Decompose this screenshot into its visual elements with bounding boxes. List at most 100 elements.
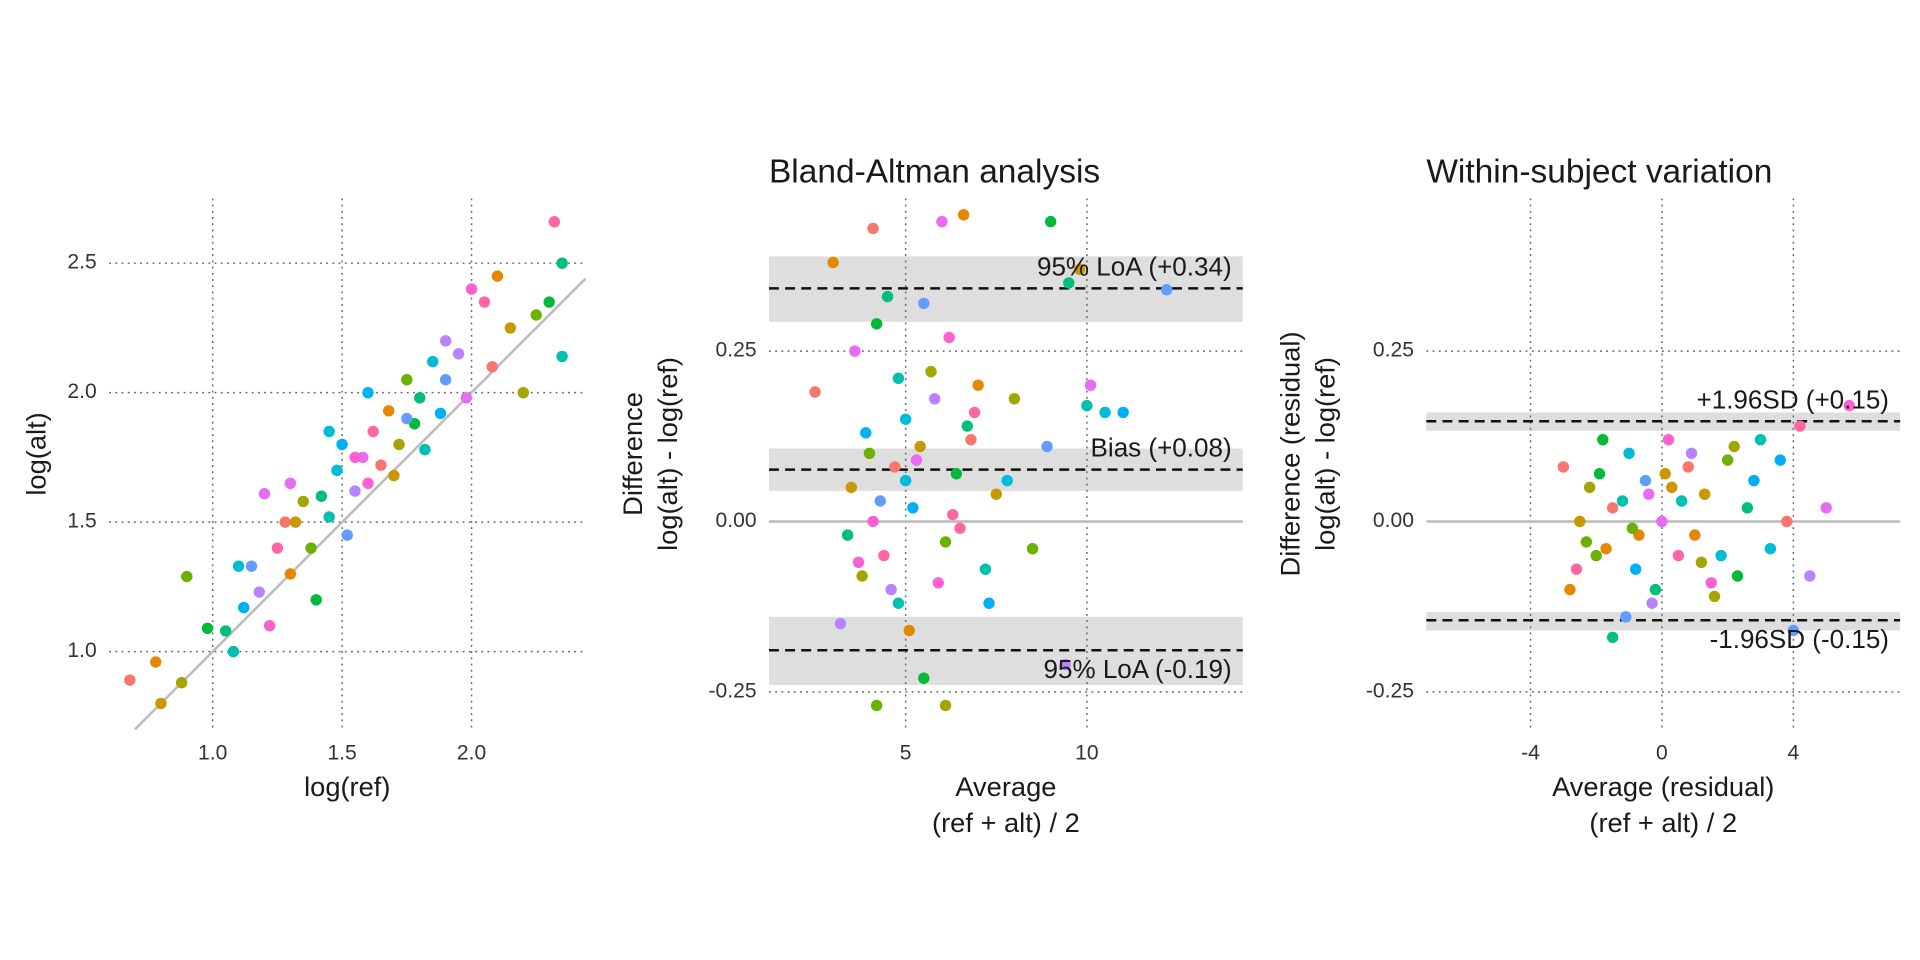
point: [279, 516, 291, 528]
annotation: -1.96SD (-0.15): [1710, 624, 1889, 654]
point: [1820, 502, 1832, 514]
point: [907, 502, 919, 514]
point: [289, 516, 302, 528]
y-axis-title: log(alt) - log(ref): [1309, 357, 1340, 551]
point: [1606, 631, 1619, 644]
point: [943, 331, 955, 344]
x-axis-title: log(ref): [304, 771, 390, 802]
chart-title: Within-subject variation: [1426, 153, 1772, 190]
x-axis-title: Average: [955, 771, 1056, 802]
y-axis-title: log(alt) - log(ref): [652, 357, 683, 551]
x-tick-label: 10: [1075, 742, 1098, 765]
point: [1662, 433, 1675, 446]
point: [556, 350, 568, 363]
point: [1063, 277, 1075, 289]
point: [362, 386, 374, 399]
point: [928, 393, 941, 405]
point: [491, 270, 504, 282]
y-axis-title: Difference: [617, 392, 648, 516]
point: [1643, 488, 1655, 500]
point: [867, 515, 879, 528]
point: [1623, 447, 1635, 460]
point: [1629, 563, 1642, 575]
point: [1804, 570, 1816, 582]
point: [878, 549, 890, 562]
band: [1426, 412, 1901, 431]
point: [1787, 624, 1800, 637]
point: [965, 433, 977, 446]
point: [341, 529, 353, 541]
point: [227, 645, 240, 658]
point: [870, 318, 883, 330]
point: [1001, 474, 1013, 487]
point: [155, 697, 167, 710]
point: [856, 570, 868, 582]
point: [401, 412, 413, 425]
point: [414, 392, 426, 404]
x-tick-label: 1.0: [198, 742, 227, 765]
identity-line: [134, 277, 587, 731]
point: [323, 425, 335, 438]
point: [1616, 495, 1629, 507]
point: [1682, 461, 1694, 473]
point: [486, 361, 498, 373]
point: [1781, 515, 1793, 528]
x-tick-label: 2.0: [457, 742, 486, 765]
x-tick-label: 0: [1656, 742, 1668, 765]
annotation: Bias (+0.08): [1091, 433, 1232, 463]
y-axis-title: log(alt): [21, 412, 52, 495]
point: [201, 622, 214, 635]
point: [1649, 583, 1662, 596]
point: [834, 617, 847, 630]
point: [849, 345, 861, 357]
point: [1041, 440, 1053, 453]
point: [892, 372, 905, 385]
point: [1754, 433, 1767, 446]
band: [1426, 612, 1901, 631]
point: [1646, 597, 1658, 609]
point: [863, 447, 876, 460]
point: [860, 427, 872, 439]
point: [1597, 433, 1609, 446]
point: [1656, 515, 1668, 528]
point: [1580, 536, 1593, 548]
y-tick-label: 0.00: [716, 509, 757, 532]
point: [1557, 461, 1570, 473]
point: [903, 624, 915, 637]
point: [1689, 529, 1701, 541]
point: [367, 425, 379, 438]
y-tick-label: 0.25: [1373, 339, 1414, 362]
point: [181, 570, 193, 583]
point: [1675, 495, 1688, 507]
point: [845, 481, 857, 494]
point: [556, 257, 568, 269]
point: [382, 405, 395, 417]
point: [1026, 543, 1039, 555]
point: [950, 468, 963, 480]
point: [219, 625, 232, 637]
y-tick-label: 2.0: [67, 380, 96, 403]
point: [961, 420, 973, 432]
point: [1059, 658, 1071, 671]
point: [271, 542, 284, 554]
point: [1044, 215, 1057, 228]
point: [910, 454, 923, 466]
point: [543, 296, 555, 308]
point: [918, 672, 930, 684]
point: [939, 699, 952, 712]
point: [284, 477, 297, 490]
point: [1685, 447, 1698, 460]
point: [827, 256, 839, 269]
point: [841, 529, 854, 541]
point: [809, 386, 821, 398]
point: [478, 296, 491, 308]
y-tick-label: -0.25: [1366, 679, 1414, 702]
y-tick-label: 1.0: [67, 639, 96, 662]
point: [1639, 474, 1652, 487]
y-tick-label: 2.5: [67, 251, 96, 274]
point: [874, 495, 886, 507]
point: [1672, 549, 1685, 562]
point: [323, 511, 335, 523]
point: [1626, 522, 1639, 534]
point: [957, 209, 970, 221]
